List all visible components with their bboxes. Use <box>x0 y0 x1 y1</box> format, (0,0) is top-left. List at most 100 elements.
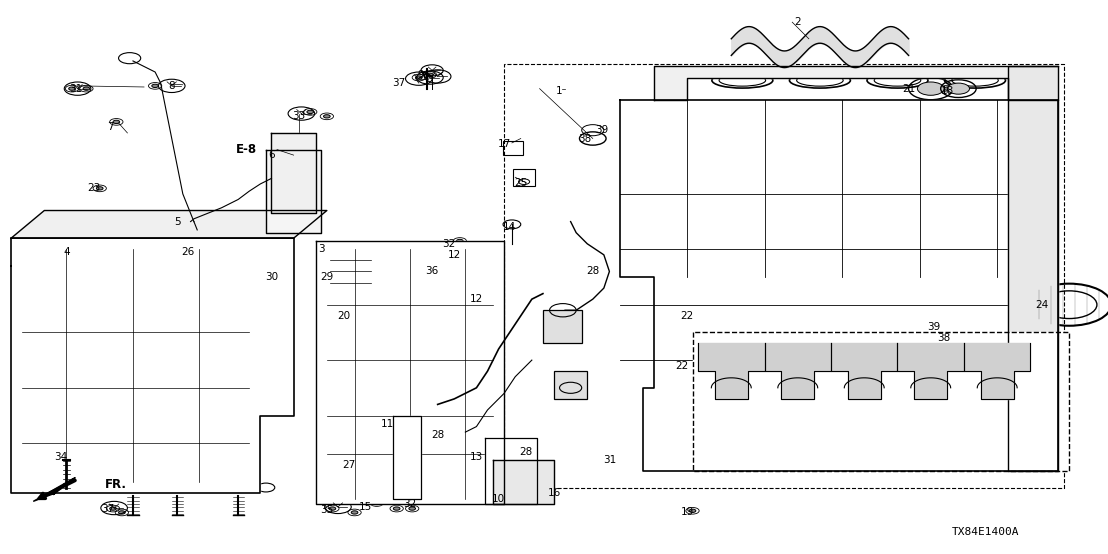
Polygon shape <box>316 241 504 504</box>
Polygon shape <box>964 343 1030 399</box>
Circle shape <box>1033 455 1039 459</box>
Text: 39: 39 <box>595 125 608 135</box>
Text: E-8: E-8 <box>235 143 257 156</box>
Text: 6: 6 <box>268 150 275 160</box>
Polygon shape <box>698 343 765 399</box>
Text: 19: 19 <box>680 507 694 517</box>
Polygon shape <box>393 416 421 499</box>
Polygon shape <box>271 133 316 213</box>
Text: 9: 9 <box>418 70 424 80</box>
Bar <box>543 310 582 343</box>
Circle shape <box>938 328 956 337</box>
Bar <box>432 332 463 355</box>
Bar <box>837 427 892 460</box>
Text: 31: 31 <box>69 84 82 94</box>
Circle shape <box>393 507 400 510</box>
Text: 32: 32 <box>403 499 417 509</box>
Bar <box>465 393 496 416</box>
Text: 29: 29 <box>320 272 334 282</box>
Circle shape <box>63 455 70 459</box>
Circle shape <box>947 83 970 94</box>
Text: FR.: FR. <box>105 478 127 491</box>
Circle shape <box>307 110 314 114</box>
Polygon shape <box>1008 66 1058 471</box>
Circle shape <box>944 87 951 90</box>
Circle shape <box>119 511 125 514</box>
Text: 3: 3 <box>318 244 325 254</box>
Circle shape <box>152 84 158 88</box>
Circle shape <box>373 501 380 505</box>
Circle shape <box>456 239 463 243</box>
Text: 36: 36 <box>425 266 439 276</box>
Circle shape <box>1038 461 1045 464</box>
Circle shape <box>360 313 367 316</box>
Circle shape <box>452 250 459 254</box>
Circle shape <box>96 187 103 190</box>
Circle shape <box>82 440 95 447</box>
Text: 33: 33 <box>293 111 306 121</box>
Bar <box>503 141 523 155</box>
Text: 27: 27 <box>342 460 356 470</box>
Text: 7: 7 <box>107 122 114 132</box>
Circle shape <box>409 507 416 510</box>
Text: 14: 14 <box>503 222 516 232</box>
Bar <box>277 193 310 209</box>
Bar <box>449 366 480 388</box>
Circle shape <box>69 249 75 252</box>
Text: 22: 22 <box>680 311 694 321</box>
Circle shape <box>416 76 422 79</box>
Circle shape <box>391 287 418 300</box>
Text: 22: 22 <box>675 361 688 371</box>
Polygon shape <box>765 343 831 399</box>
Text: 11: 11 <box>381 419 394 429</box>
Circle shape <box>347 309 353 312</box>
Text: 26: 26 <box>182 247 195 257</box>
Polygon shape <box>11 211 327 238</box>
Circle shape <box>69 87 75 90</box>
Bar <box>681 427 737 460</box>
Circle shape <box>922 87 929 90</box>
Polygon shape <box>897 343 964 399</box>
Text: 18: 18 <box>941 86 954 96</box>
Circle shape <box>1024 314 1030 317</box>
Bar <box>759 427 814 460</box>
Text: 20: 20 <box>337 311 350 321</box>
Bar <box>992 427 1047 460</box>
Text: 23: 23 <box>88 183 101 193</box>
Circle shape <box>83 87 90 90</box>
Text: 5: 5 <box>174 217 181 227</box>
Text: 35: 35 <box>320 505 334 515</box>
Text: 17: 17 <box>497 139 511 149</box>
Polygon shape <box>11 238 294 493</box>
Circle shape <box>944 322 951 326</box>
Polygon shape <box>831 343 897 399</box>
Text: 21: 21 <box>902 84 915 94</box>
Circle shape <box>702 313 709 316</box>
Text: 12: 12 <box>470 294 483 304</box>
Polygon shape <box>620 100 1058 471</box>
Circle shape <box>351 511 358 514</box>
Circle shape <box>917 82 944 95</box>
Circle shape <box>470 297 476 301</box>
Polygon shape <box>33 478 75 501</box>
Circle shape <box>324 115 330 118</box>
Polygon shape <box>692 332 1069 471</box>
Text: 16: 16 <box>547 488 561 498</box>
Text: 25: 25 <box>514 178 527 188</box>
Text: 39: 39 <box>927 322 941 332</box>
Bar <box>504 64 1064 488</box>
Text: 4: 4 <box>63 247 70 257</box>
Circle shape <box>329 507 336 510</box>
Polygon shape <box>654 66 1058 100</box>
Circle shape <box>427 73 433 76</box>
Text: 1: 1 <box>556 86 563 96</box>
Circle shape <box>689 509 696 512</box>
Circle shape <box>113 120 120 124</box>
Text: 15: 15 <box>359 502 372 512</box>
Bar <box>914 427 970 460</box>
Text: 37: 37 <box>392 78 406 88</box>
Text: 34: 34 <box>54 452 68 462</box>
Circle shape <box>336 273 342 276</box>
Circle shape <box>434 270 441 273</box>
Text: 24: 24 <box>1035 300 1048 310</box>
